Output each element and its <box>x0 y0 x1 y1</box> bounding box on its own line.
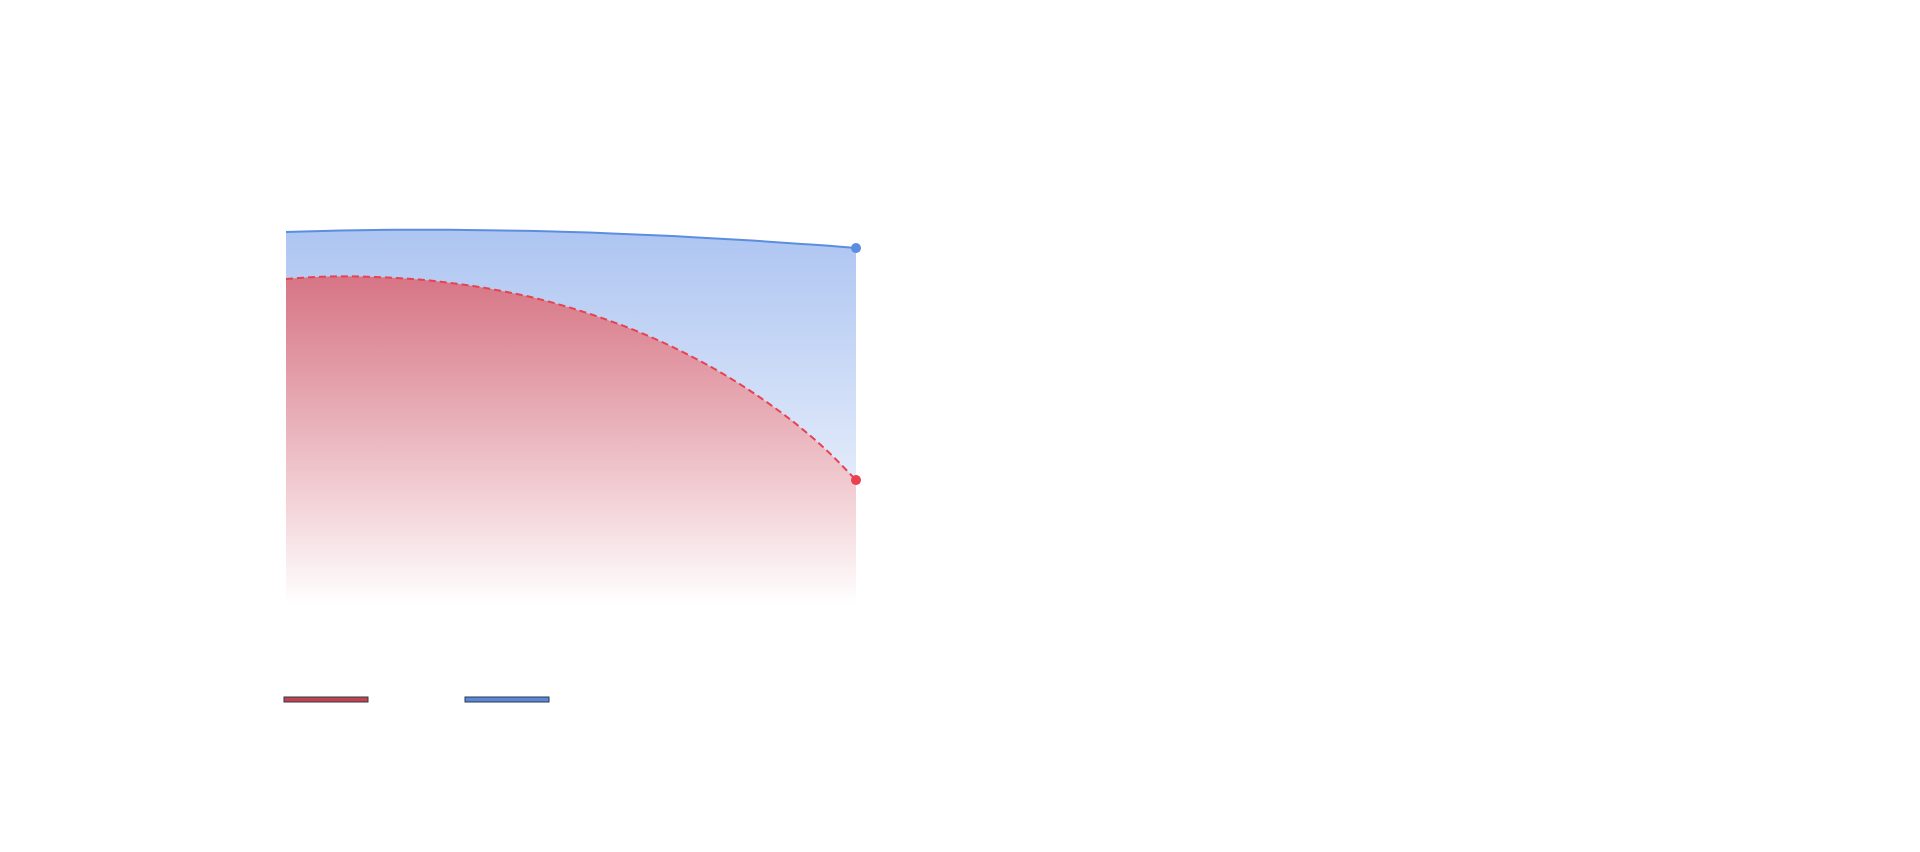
blue-series-line <box>285 228 857 250</box>
red-series-area <box>286 276 856 605</box>
red-series-end-point[interactable] <box>851 475 861 486</box>
plot-area <box>285 228 861 605</box>
legend-swatch-red[interactable] <box>283 696 369 703</box>
blue-series-end-point[interactable] <box>851 243 861 254</box>
legend <box>283 696 550 703</box>
red-series-line <box>285 275 857 481</box>
legend-swatch-blue[interactable] <box>464 696 550 703</box>
